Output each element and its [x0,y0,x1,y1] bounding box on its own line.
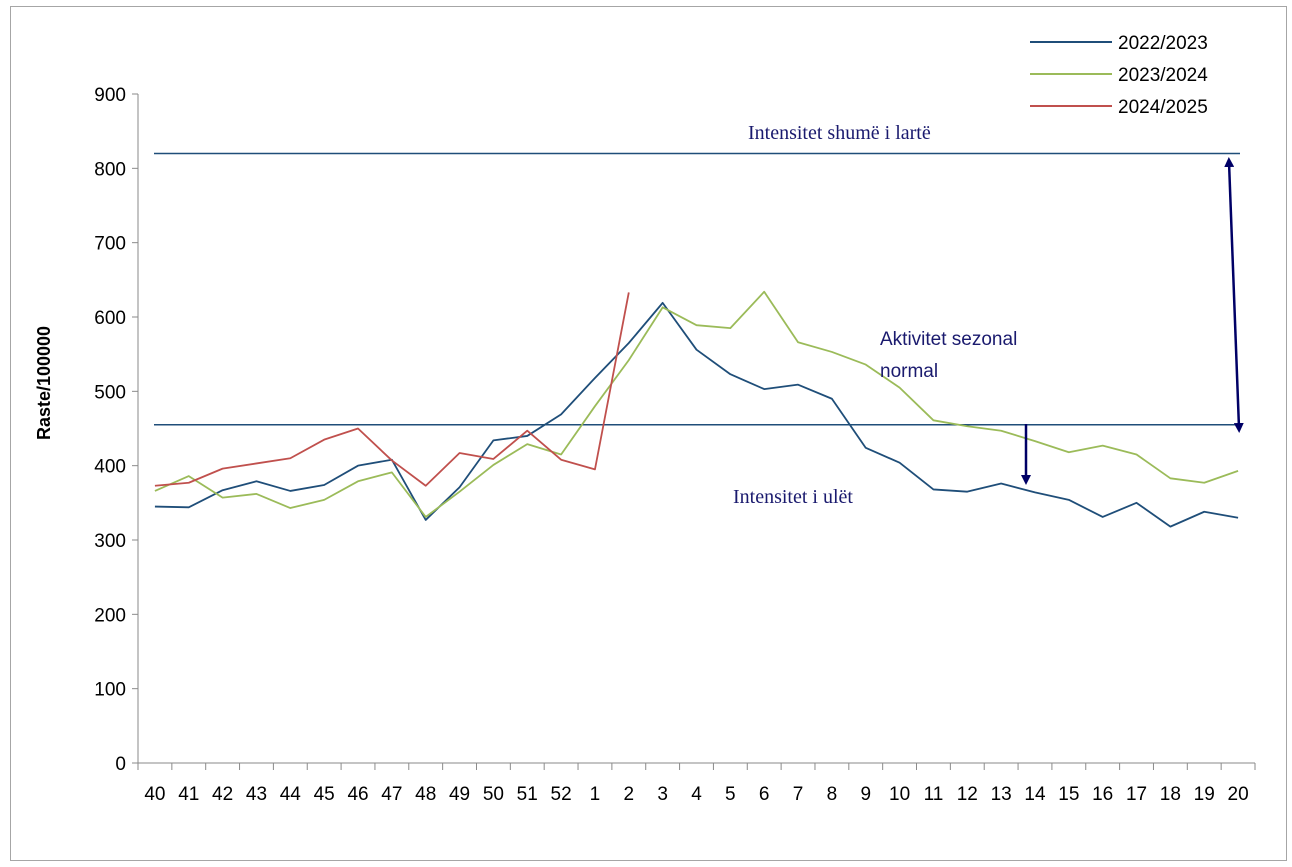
x-tick-label: 48 [415,784,436,805]
x-tick-label: 46 [347,784,368,805]
y-tick-label: 200 [94,605,126,626]
y-tick-label: 0 [115,754,126,775]
x-tick-label: 16 [1092,784,1113,805]
x-tick-label: 51 [517,784,538,805]
legend: 2022/2023 2023/2024 2024/2025 [1030,33,1208,118]
x-tick-label: 50 [483,784,504,805]
x-tick-label: 41 [178,784,199,805]
x-tick-label: 47 [381,784,402,805]
y-tick-label: 600 [94,308,126,329]
x-tick-label: 14 [1024,784,1046,805]
low-intensity-label: Intensitet i ulët [733,486,853,508]
legend-label-2024-2025: 2024/2025 [1118,97,1208,118]
y-tick-label: 400 [94,457,126,478]
normal-to-very-high-arrow [1224,157,1244,433]
x-tick-label: 6 [759,784,770,805]
x-tick-label: 2 [624,784,635,805]
x-tick-label: 20 [1228,784,1249,805]
x-tick-label: 18 [1160,784,1181,805]
x-tick-label: 52 [551,784,572,805]
y-tick-label: 100 [94,680,126,701]
x-tick-label: 15 [1058,784,1079,805]
x-tick-label: 3 [657,784,668,805]
normal-activity-label-line1: Aktivitet sezonal [880,329,1017,350]
x-tick-label: 8 [827,784,838,805]
chart-frame [10,6,1287,861]
x-tick-label: 10 [889,784,910,805]
y-tick-label: 500 [94,382,126,403]
y-tick-label: 700 [94,234,126,255]
y-tick-label: 800 [94,159,126,180]
x-tick-label: 44 [280,784,302,805]
legend-label-2022-2023: 2022/2023 [1118,33,1208,54]
y-tick-label: 900 [94,85,126,106]
series-lines [154,290,1239,528]
x-tick-label: 7 [793,784,804,805]
x-tick-label: 1 [590,784,601,805]
y-tick-label: 300 [94,531,126,552]
x-tick-label: 17 [1126,784,1147,805]
series-line-2023-2024 [154,290,1239,518]
x-tick-label: 40 [144,784,165,805]
x-tick-label: 19 [1194,784,1215,805]
x-tick-label: 12 [957,784,978,805]
x-tick-label: 45 [314,784,335,805]
very-high-intensity-label: Intensitet shumë i lartë [748,122,931,144]
x-tick-label: 4 [691,784,702,805]
x-tick-label: 42 [212,784,233,805]
x-tick-label: 43 [246,784,267,805]
threshold-lines [154,152,1240,426]
x-ticks: 40 41 42 43 44 45 46 47 48 49 50 51 52 1 2 3 4 5 6 7 8 9 10 11 1… [137,763,1256,805]
x-tick-label: 11 [924,784,944,805]
normal-activity-label-line2: normal [880,361,938,382]
x-tick-label: 13 [991,784,1012,805]
series-line-2022-2023 [154,301,1239,528]
x-tick-label: 5 [725,784,736,805]
legend-label-2023-2024: 2023/2024 [1118,65,1208,86]
y-ticks: 0 100 200 300 400 500 600 700 800 900 [94,85,138,775]
series-line-2024-2025 [154,292,630,487]
x-tick-label: 9 [860,784,871,805]
y-axis-label: Raste/100000 [34,326,54,440]
x-tick-label: 49 [449,784,470,805]
